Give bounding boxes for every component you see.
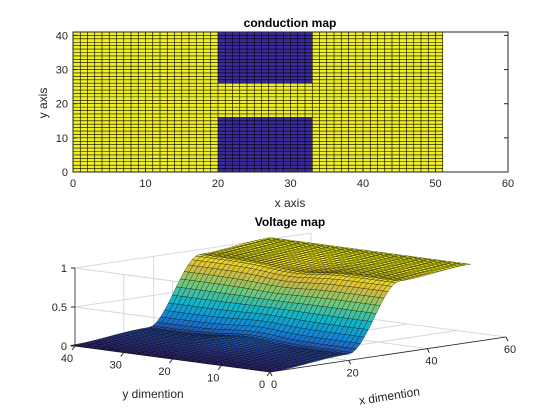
axis-line [269,336,507,373]
low-conduction-block [218,32,313,84]
z-tick-label: 1 [61,263,67,275]
x-tick-label: 10 [139,178,151,190]
surface-patch [461,263,471,266]
x-tick-mark [505,336,509,342]
x-tick-label: 0 [271,379,277,391]
y-tick-mark [71,345,76,351]
y-tick-mark [266,371,271,377]
y-tick-label: 20 [56,99,68,111]
x-tick-label: 20 [212,178,224,190]
conduction-map-cells [73,32,443,172]
z-tick-label: 0.5 [52,302,67,314]
z-tick-label: 0 [61,341,67,353]
x-tick-label: 60 [504,344,516,356]
y-tick-label: 40 [61,353,73,365]
y-tick-label: 30 [56,65,68,77]
x-tick-label: 40 [425,356,437,368]
y-tick-label: 0 [62,167,68,179]
y-tick-mark [120,352,125,357]
y-tick-mark [169,358,173,364]
conduction-map-y-label: y axis [36,88,50,119]
y-tick-label: 10 [56,133,68,145]
y-tick-label: 30 [110,360,122,372]
y-tick-label: 10 [207,373,219,385]
x-tick-label: 0 [70,178,76,190]
y-tick-mark [217,365,222,370]
voltage-map-y-label: y dimention [122,387,183,401]
x-tick-label: 20 [347,367,359,379]
x-tick-mark [269,371,273,377]
x-tick-mark [348,360,352,365]
x-tick-label: 50 [429,178,441,190]
voltage-map-surface [70,237,471,373]
x-tick-label: 30 [284,178,296,190]
x-tick-mark [426,348,430,353]
y-tick-label: 40 [56,30,68,42]
y-tick-label: 0 [259,379,265,391]
conduction-map-x-ticks: 0 10 20 30 40 50 60 [70,32,514,190]
x-tick-label: 60 [502,178,514,190]
conduction-map-x-label: x axis [275,196,306,210]
voltage-map-x-label: x dimention [358,384,421,407]
y-tick-label: 20 [158,366,170,378]
voltage-map-title: Voltage map [255,215,325,229]
x-tick-label: 40 [357,178,369,190]
conduction-map-title: conduction map [244,16,337,30]
conduction-map-y-ticks: 0 10 20 30 40 [56,30,508,179]
conduction-map-plot: conduction map 0 10 20 30 40 50 60 0 10 20 30 40 x… [36,16,514,210]
